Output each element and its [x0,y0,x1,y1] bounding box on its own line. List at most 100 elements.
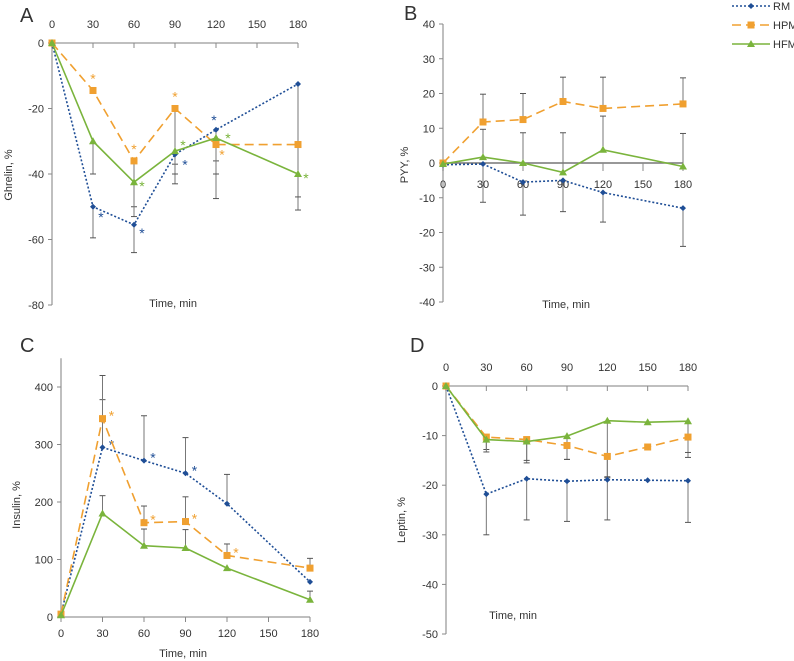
x-tick-label: 180 [679,362,697,374]
x-axis-title: Time, min [542,299,590,311]
data-point-hpm [89,86,97,94]
data-point-rm [560,177,566,184]
data-point-hfm [519,159,527,166]
legend-marker-hfm [747,40,755,47]
x-tick-label: 120 [594,179,612,191]
series-line-rm [51,42,299,226]
y-tick-label: 0 [38,38,44,50]
x-tick-label: 120 [218,628,236,640]
data-point-hpm [212,141,220,149]
legend-marker-hpm [747,21,755,29]
y-axis-title: Ghrelin, % [3,149,15,201]
y-tick-label: -20 [422,480,438,492]
data-point-hpm [294,141,302,149]
y-tick-label: 200 [35,497,53,509]
data-point-hfm [643,418,652,426]
data-point-rm [182,470,189,477]
x-tick-label: 120 [598,362,616,374]
x-tick-label: 60 [138,628,150,640]
data-point-hpm [684,433,692,441]
panel-label: C [20,335,34,357]
data-point-rm [307,578,313,585]
x-tick-label: 120 [207,19,225,31]
data-point-hpm [223,551,231,559]
y-tick-label: -20 [419,228,435,240]
data-point-hfm [306,595,314,603]
x-tick-label: 150 [259,628,277,640]
x-axis-title: Time, min [489,610,537,622]
data-point-rm [224,500,230,507]
series-line-hfm [51,42,299,184]
panel-d: D 0 -10 -20 -30 -40 -50 0 30 60 90 120 150 180 Time, m… [396,335,697,641]
data-point-hfm [684,417,692,425]
series-line-rm [60,446,311,615]
significance-asterisk: * [233,544,239,560]
series-line-hpm [442,100,684,164]
panel-label: B [404,3,417,25]
significance-asterisk: * [180,137,186,153]
data-point-hfm [98,509,107,517]
data-point-hfm [130,178,138,186]
data-point-rm [213,126,219,133]
data-point-rm [131,221,137,228]
data-point-rm [141,457,147,464]
y-tick-label: 100 [35,555,53,567]
data-point-hfm [181,544,190,551]
data-point-hpm [559,97,567,105]
data-point-hpm [130,157,138,165]
data-point-rm [644,477,651,484]
data-point-hfm [479,153,487,161]
data-point-rm [483,491,490,498]
series-line-rm [442,163,684,209]
panel-b: B403020100-10-20-30-400306090120150180Ti… [399,3,692,311]
y-tick-label: -40 [422,579,438,591]
data-point-hfm [559,168,567,176]
significance-asterisk: * [150,512,156,528]
x-tick-label: 0 [49,19,55,31]
x-tick-label: 60 [128,19,140,31]
significance-asterisk: * [192,511,198,527]
data-point-hfm [89,137,97,145]
significance-asterisk: * [139,178,145,194]
data-point-hpm [140,519,148,527]
data-point-rm [564,478,570,485]
significance-asterisk: * [90,70,96,86]
data-point-rm [480,161,486,168]
x-tick-label: 0 [443,362,449,374]
data-point-hfm [140,541,148,549]
significance-asterisk: * [303,170,309,186]
series-line-hfm [442,148,684,174]
y-tick-label: -10 [419,193,435,205]
legend-label: HFM [773,39,794,51]
y-tick-label: -10 [422,431,438,443]
x-tick-label: 90 [561,362,573,374]
data-point-rm [600,189,606,196]
significance-asterisk: * [192,462,198,478]
x-tick-label: 150 [634,179,652,191]
x-axis-title: Time, min [149,298,197,310]
data-point-hfm [603,416,612,424]
data-point-hfm [439,160,447,168]
data-point-hfm [57,611,65,619]
significance-asterisk: * [172,89,178,105]
data-point-rm [295,80,301,87]
significance-asterisk: * [211,112,217,128]
data-point-rm [604,476,611,483]
y-tick-label: 10 [423,123,435,135]
x-tick-label: 180 [301,628,319,640]
legend-marker-rm [748,3,754,9]
data-point-hpm [479,118,487,126]
data-point-hpm [171,105,179,112]
data-point-hfm [171,147,179,155]
data-point-hfm [679,162,687,170]
x-tick-label: 30 [87,19,99,31]
data-point-rm [685,477,691,484]
y-tick-label: 40 [423,19,435,31]
data-point-rm [99,444,106,451]
y-tick-label: -40 [419,297,435,309]
data-point-hpm [519,116,527,124]
y-tick-label: -60 [28,235,44,247]
x-tick-label: 150 [638,362,656,374]
